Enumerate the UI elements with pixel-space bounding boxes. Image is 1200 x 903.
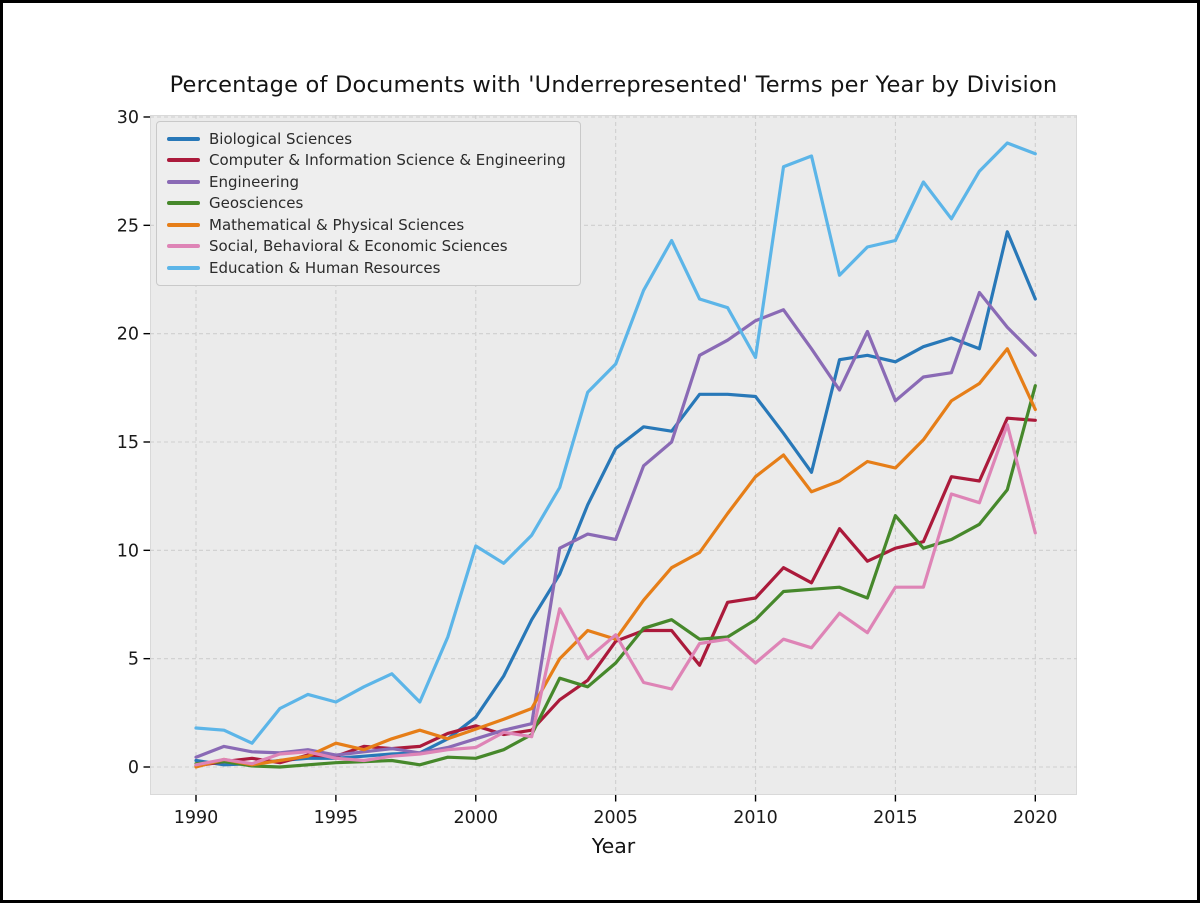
x-tick-label: 2005 — [593, 808, 638, 828]
series-line-mathematical-physical-sciences — [194, 347, 1037, 769]
legend-label: Computer & Information Science & Enginee… — [209, 151, 566, 170]
x-tick-label: 2015 — [873, 808, 918, 828]
legend-line-swatch — [167, 201, 200, 206]
legend-label: Biological Sciences — [209, 129, 353, 148]
y-tick-label: 10 — [117, 541, 139, 561]
y-tick-label: 15 — [117, 433, 139, 453]
y-tick-label: 25 — [117, 216, 139, 236]
legend-label: Engineering — [209, 172, 299, 191]
legend-entry: Geosciences — [167, 193, 566, 215]
legend: Biological Sciences Computer & Informatio… — [156, 121, 581, 286]
legend-label: Mathematical & Physical Sciences — [209, 215, 465, 234]
series-line-social-behavioral-economic-sciences — [194, 423, 1037, 767]
y-tick-label: 0 — [128, 758, 139, 778]
series-line-engineering — [194, 290, 1037, 759]
legend-line-swatch — [167, 179, 200, 184]
chart-title: Percentage of Documents with 'Underrepre… — [169, 72, 1058, 98]
legend-line-swatch — [167, 265, 200, 270]
x-axis-label: Year — [591, 834, 636, 858]
legend-entry: Mathematical & Physical Sciences — [167, 214, 566, 236]
x-tick-label: 2020 — [1013, 808, 1058, 828]
legend-entry: Engineering — [167, 171, 566, 193]
legend-entry: Education & Human Resources — [167, 257, 566, 279]
x-tick-label: 1990 — [174, 808, 219, 828]
legend-line-swatch — [167, 158, 200, 163]
legend-label: Education & Human Resources — [209, 258, 441, 277]
legend-line-swatch — [167, 222, 200, 227]
y-tick-label: 30 — [117, 108, 139, 128]
legend-label: Social, Behavioral & Economic Sciences — [209, 237, 508, 256]
x-tick-label: 2010 — [733, 808, 778, 828]
legend-line-swatch — [167, 136, 200, 141]
legend-entry: Biological Sciences — [167, 128, 566, 150]
legend-entry: Computer & Information Science & Enginee… — [167, 150, 566, 172]
x-tick-label: 2000 — [453, 808, 498, 828]
legend-line-swatch — [167, 244, 200, 249]
y-tick-label: 20 — [117, 325, 139, 345]
series-line-geosciences — [194, 384, 1037, 769]
legend-entry: Social, Behavioral & Economic Sciences — [167, 236, 566, 258]
legend-label: Geosciences — [209, 194, 304, 213]
x-tick-label: 1995 — [314, 808, 359, 828]
series-line-education-human-resources — [194, 141, 1037, 745]
y-tick-label: 5 — [128, 650, 139, 670]
